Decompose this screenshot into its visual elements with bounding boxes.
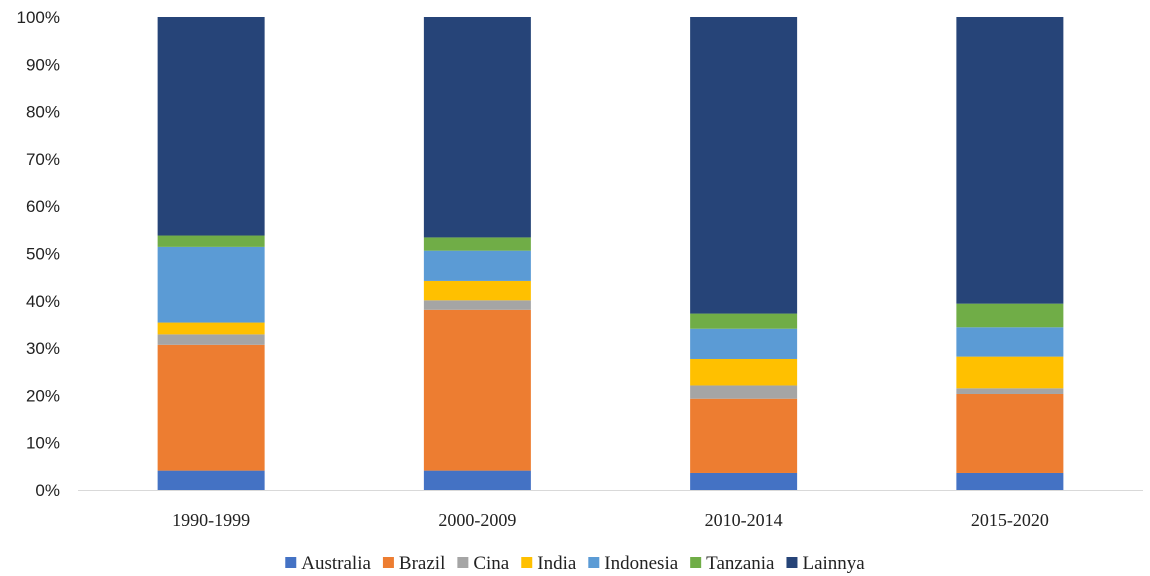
bar-segment-brazil [690,398,798,473]
legend-swatch [588,557,600,568]
y-tick-label: 10% [26,434,60,453]
bar-segment-india [956,356,1064,389]
bar-segment-lainnya [956,17,1064,304]
legend-label: Australia [301,553,371,574]
bar-segment-tanzania [157,235,265,247]
bar-segment-india [157,322,265,335]
y-tick-label: 30% [26,339,60,358]
y-tick-label: 100% [17,8,60,27]
bar-segment-lainnya [423,17,531,238]
bar-segment-tanzania [956,303,1064,328]
y-tick-label: 40% [26,292,60,311]
bar-segment-lainnya [157,17,265,236]
x-tick-label: 2000-2009 [438,510,516,530]
bar-stack-group [157,17,1064,490]
legend-label: Indonesia [604,553,678,574]
bar-segment-australia [157,470,265,490]
legend-swatch [285,557,297,568]
legend-swatch [690,557,702,568]
x-tick-label: 2015-2020 [971,510,1049,530]
y-tick-label: 70% [26,150,60,169]
legend-swatch [521,557,533,568]
x-tick-label: 1990-1999 [172,510,250,530]
bar-segment-australia [690,472,798,490]
bar-segment-tanzania [423,237,531,251]
bar-segment-india [690,358,798,386]
bar-segment-indonesia [956,327,1064,357]
bar-segment-india [423,280,531,301]
y-tick-label: 90% [26,55,60,74]
bar-segment-cina [157,334,265,345]
y-tick-label: 20% [26,386,60,405]
legend-label: Cina [473,553,509,574]
bar-segment-indonesia [157,246,265,323]
x-axis: 1990-1999 2000-2009 2010-2014 2015-2020 [78,490,1143,530]
legend-swatch [786,557,798,568]
bar-segment-brazil [157,344,265,471]
bar-segment-australia [423,470,531,490]
legend-label: Lainnya [802,553,865,574]
legend-swatch [382,557,394,568]
legend-swatch [457,557,469,568]
bar-segment-cina [690,385,798,399]
y-tick-label: 80% [26,103,60,122]
y-tick-label: 60% [26,197,60,216]
y-axis: 0% 10% 20% 30% 40% 50% 60% 70% 80% 90% 100% [17,8,60,500]
x-tick-label: 2010-2014 [705,510,783,530]
bar-segment-brazil [423,309,531,471]
bar-segment-indonesia [690,328,798,359]
bar-segment-tanzania [690,313,798,329]
legend-label: Tanzania [706,553,775,574]
bar-segment-lainnya [690,17,798,314]
bar-segment-cina [956,388,1064,394]
legend-label: Brazil [399,553,445,574]
bar-segment-australia [956,472,1064,490]
bar-segment-indonesia [423,250,531,281]
y-tick-label: 0% [35,481,60,500]
legend: Australia Brazil Cina India Indonesia Tanzani… [285,553,865,574]
bar-segment-brazil [956,393,1064,473]
legend-label: India [537,553,577,574]
bar-segment-cina [423,300,531,310]
y-tick-label: 50% [26,245,60,264]
